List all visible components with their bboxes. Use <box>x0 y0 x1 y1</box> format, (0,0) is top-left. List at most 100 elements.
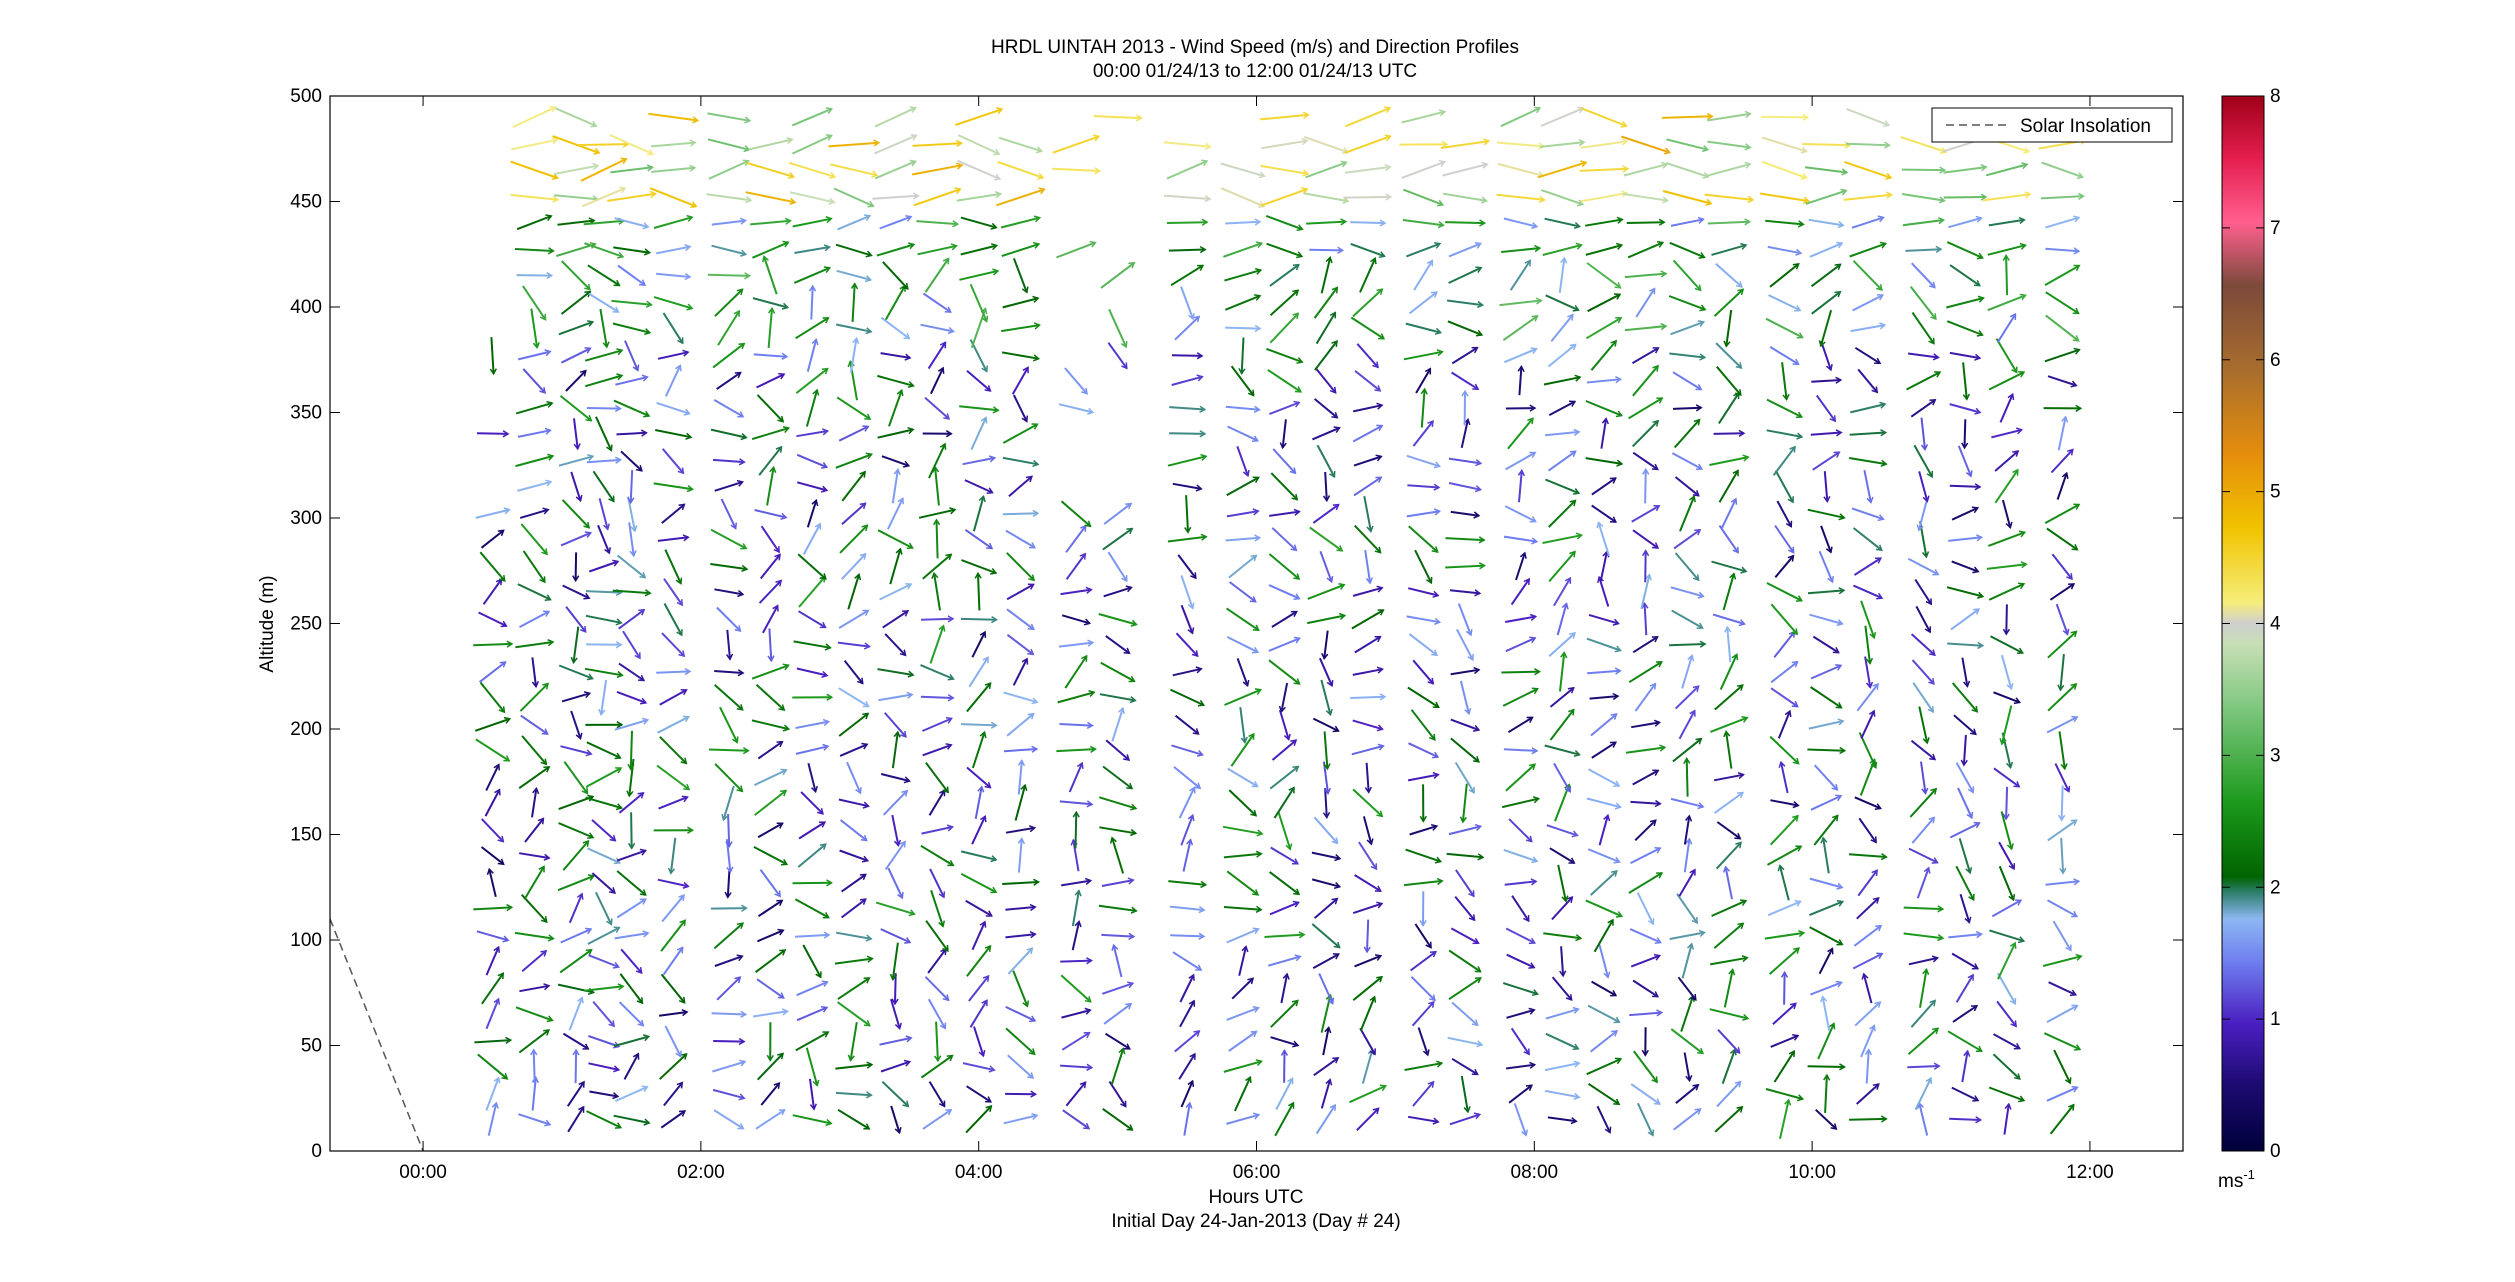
wind-vector-head <box>1378 333 1386 340</box>
y-tick-label: 150 <box>290 825 322 846</box>
wind-vector-head <box>1876 293 1885 301</box>
wind-vector <box>1502 315 1539 342</box>
wind-vector <box>805 1047 820 1087</box>
wind-vector-head <box>586 673 594 681</box>
wind-vector-head <box>646 148 655 156</box>
wind-vector-head <box>1531 989 1539 997</box>
wind-vector-head <box>1874 557 1883 564</box>
wind-vector-head <box>979 814 987 823</box>
wind-vector <box>836 396 872 420</box>
wind-vector-shaft <box>966 945 992 977</box>
wind-vector <box>802 522 822 555</box>
wind-vector-head <box>1788 1049 1795 1058</box>
wind-vector-shaft <box>565 606 587 633</box>
wind-vector-shaft <box>997 160 1044 179</box>
wind-vector-shaft <box>1227 767 1259 788</box>
wind-vector <box>1226 1112 1261 1125</box>
wind-vector <box>521 949 548 973</box>
wind-vector <box>627 469 635 505</box>
wind-vector <box>971 814 987 845</box>
wind-vector-head <box>1374 635 1382 643</box>
wind-vector-head <box>1193 1030 1201 1037</box>
wind-vector <box>609 134 655 156</box>
wind-vector-head <box>587 874 596 881</box>
wind-vector <box>1356 1107 1380 1132</box>
wind-vector-shaft <box>2046 716 2078 734</box>
wind-vector-shaft <box>473 906 512 911</box>
wind-vector-shaft <box>1809 926 1843 946</box>
wind-vector-head <box>676 599 684 607</box>
wind-vector-head <box>1877 514 1885 522</box>
wind-vector <box>1363 496 1374 533</box>
wind-vector <box>1448 977 1482 1001</box>
wind-vector-shaft <box>1628 397 1663 420</box>
wind-vector-shaft <box>792 1114 832 1125</box>
wind-vector <box>1585 317 1623 340</box>
wind-vector-shaft <box>1683 815 1691 845</box>
wind-vector <box>1504 347 1538 364</box>
wind-vector-head <box>1128 675 1136 683</box>
wind-vector-shaft <box>1644 550 1647 583</box>
wind-vector-head <box>1127 877 1135 885</box>
wind-vector-head <box>2019 293 2027 301</box>
wind-vector <box>1446 299 1485 309</box>
wind-vector-head <box>2012 468 2019 476</box>
wind-vector-shaft <box>1551 896 1574 921</box>
wind-vector-head <box>781 1008 789 1016</box>
wind-vector-shaft <box>1005 529 1036 549</box>
wind-vector-head <box>1732 546 1739 554</box>
wind-vector-head <box>1123 647 1131 655</box>
wind-vector-shaft <box>837 214 871 231</box>
wind-vector-shaft <box>998 136 1042 153</box>
wind-vector-head <box>1841 168 1849 176</box>
wind-vector-head <box>1437 221 1445 229</box>
wind-vector-head <box>1733 1047 1741 1054</box>
wind-vector-head <box>1875 544 1883 552</box>
wind-vector-head <box>736 288 744 296</box>
wind-vector-shaft <box>1672 259 1702 291</box>
wind-vector <box>2000 811 2014 851</box>
wind-vector <box>1269 900 1300 916</box>
wind-vector-shaft <box>1501 797 1539 809</box>
wind-vector-shaft <box>1995 338 2018 373</box>
wind-vector-shaft <box>1636 892 1655 925</box>
wind-vector <box>1006 583 1035 601</box>
wind-vector <box>1715 263 1743 288</box>
wind-vector-shaft <box>1518 470 1523 503</box>
wind-vector <box>1450 718 1481 732</box>
wind-vector-shaft <box>1765 219 1804 226</box>
wind-vector <box>2001 499 2013 530</box>
wind-vector <box>1770 687 1799 708</box>
wind-vector-head <box>1252 927 1260 935</box>
wind-vector-shaft <box>2048 981 2077 996</box>
wind-vector <box>1545 294 1580 312</box>
wind-vector-shaft <box>1910 398 1936 418</box>
wind-vector <box>1548 499 1577 528</box>
wind-vector-head <box>632 364 640 372</box>
wind-vector-shaft <box>1587 669 1621 675</box>
wind-vector-shaft <box>1267 369 1302 393</box>
wind-vector-shaft <box>485 1077 500 1111</box>
wind-vector <box>757 928 785 943</box>
wind-vector-shaft <box>751 427 789 441</box>
wind-vector-shaft <box>1459 680 1470 714</box>
wind-vector <box>1857 368 1879 394</box>
wind-vector-head <box>1519 551 1527 559</box>
wind-vector-shaft <box>595 416 613 451</box>
wind-vector-head <box>684 272 692 281</box>
wind-vector-shaft <box>1180 604 1194 634</box>
wind-vector-head <box>1038 187 1046 195</box>
wind-vector-head <box>1692 1083 1700 1091</box>
wind-vector-head <box>1188 313 1195 321</box>
wind-vector-shaft <box>1006 583 1035 601</box>
wind-vector-head <box>1692 685 1700 692</box>
wind-vector-shaft <box>611 299 652 306</box>
wind-vector <box>966 1085 993 1103</box>
wind-vector-head <box>1971 963 1980 970</box>
wind-vector-shaft <box>1352 719 1383 731</box>
wind-vector-head <box>1029 1015 1037 1023</box>
wind-vector <box>843 659 864 685</box>
wind-vector <box>2052 920 2072 952</box>
solar-insolation-line <box>329 918 424 1152</box>
wind-vector <box>1911 659 1935 685</box>
